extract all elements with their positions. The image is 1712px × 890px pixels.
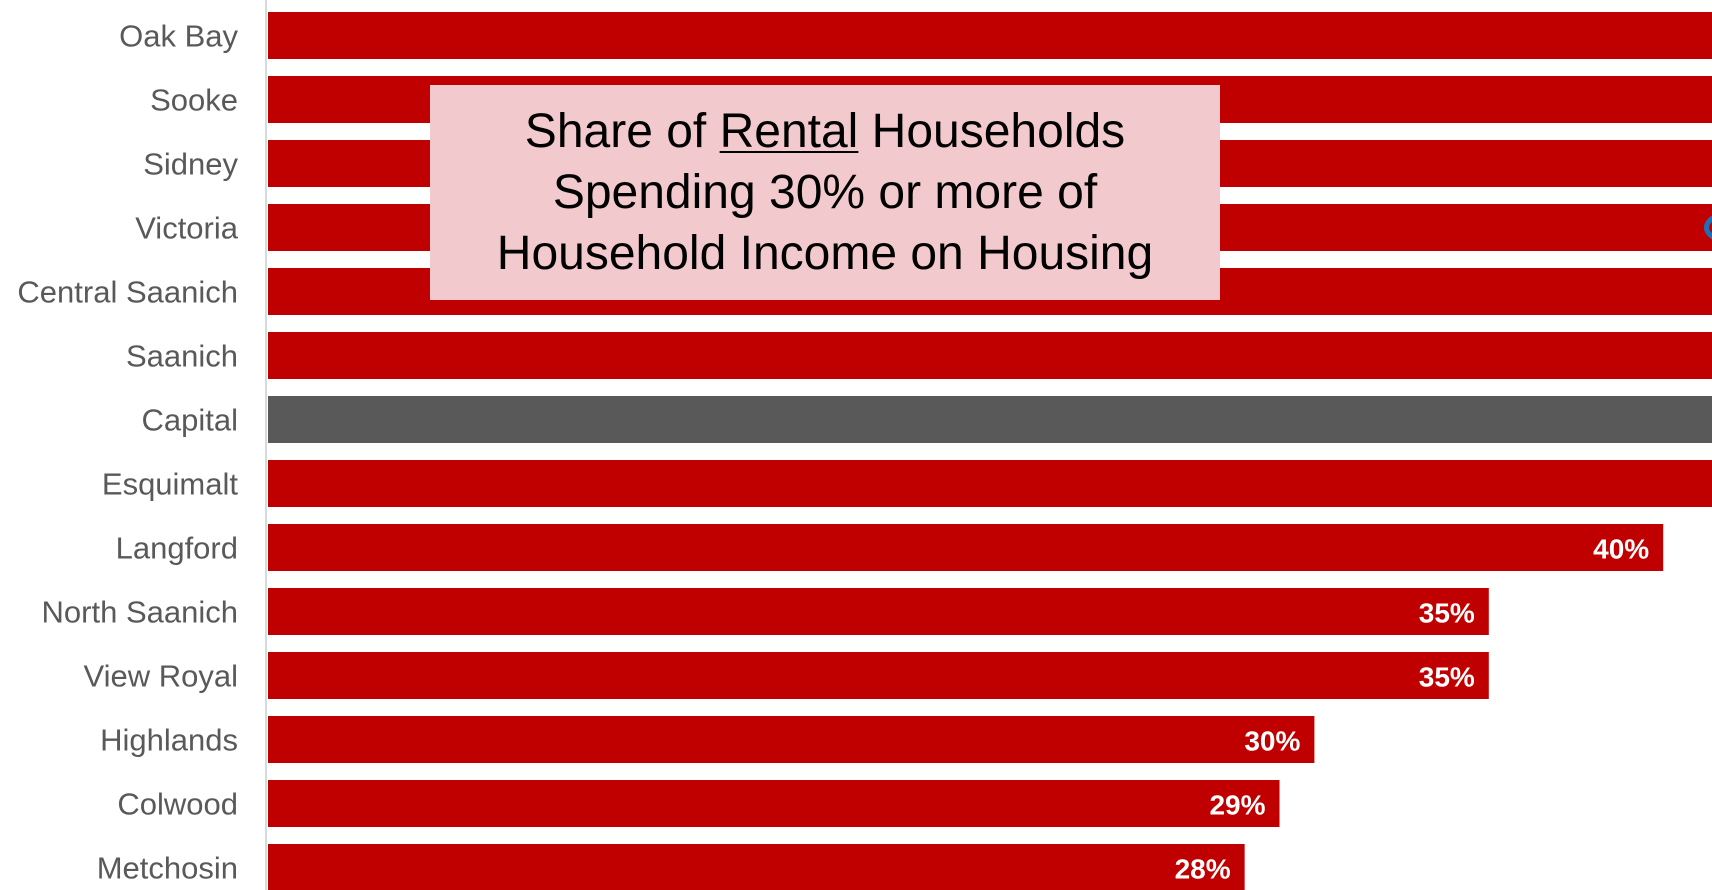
bar-capital: [268, 396, 1712, 443]
title-line1-pre: Share of: [524, 105, 720, 158]
title-line1-underlined: Rental: [719, 105, 859, 158]
value-labels: 49%47%47%46%45%45%44%44%40%35%35%30%29%2…: [1175, 534, 1650, 885]
value-label-highlands: 30%: [1244, 726, 1300, 757]
category-label-capital: Capital: [142, 403, 239, 438]
title-line3: Household Income on Housing: [496, 227, 1154, 280]
title-line2: Spending 30% or more of: [552, 166, 1098, 219]
value-label-view-royal: 35%: [1419, 662, 1475, 693]
bar-colwood: [268, 780, 1280, 827]
category-label-sidney: Sidney: [143, 147, 238, 182]
category-label-metchosin: Metchosin: [97, 851, 238, 886]
value-label-colwood: 29%: [1209, 790, 1265, 821]
category-label-view-royal: View Royal: [83, 659, 238, 694]
category-label-colwood: Colwood: [117, 787, 238, 822]
chart-title: Share of Rental Households Spending 30% …: [497, 101, 1153, 284]
category-label-langford: Langford: [116, 531, 238, 566]
category-label-saanich: Saanich: [126, 339, 238, 374]
title-line1-post: Households: [858, 105, 1126, 158]
category-label-oak-bay: Oak Bay: [119, 19, 238, 54]
category-label-north-saanich: North Saanich: [42, 595, 238, 630]
highlight-ellipse: [1704, 215, 1712, 240]
category-label-highlands: Highlands: [100, 723, 238, 758]
bar-metchosin: [268, 844, 1245, 890]
bar-oak-bay: [268, 12, 1712, 59]
bar-langford: [268, 524, 1664, 571]
bar-highlands: [268, 716, 1315, 763]
value-label-north-saanich: 35%: [1419, 598, 1475, 629]
category-label-sooke: Sooke: [150, 83, 238, 118]
bar-view-royal: [268, 652, 1489, 699]
category-label-central-saanich: Central Saanich: [17, 275, 238, 310]
bar-north-saanich: [268, 588, 1489, 635]
category-labels: Oak Bay Sooke Sidney Victoria Central Saanic…: [17, 19, 238, 886]
category-label-esquimalt: Esquimalt: [102, 467, 238, 502]
value-label-langford: 40%: [1593, 534, 1649, 565]
bar-saanich: [268, 332, 1712, 379]
chart-title-box: Share of Rental Households Spending 30% …: [430, 85, 1220, 300]
category-label-victoria: Victoria: [135, 211, 239, 246]
value-label-metchosin: 28%: [1175, 854, 1231, 885]
bar-esquimalt: [268, 460, 1712, 507]
